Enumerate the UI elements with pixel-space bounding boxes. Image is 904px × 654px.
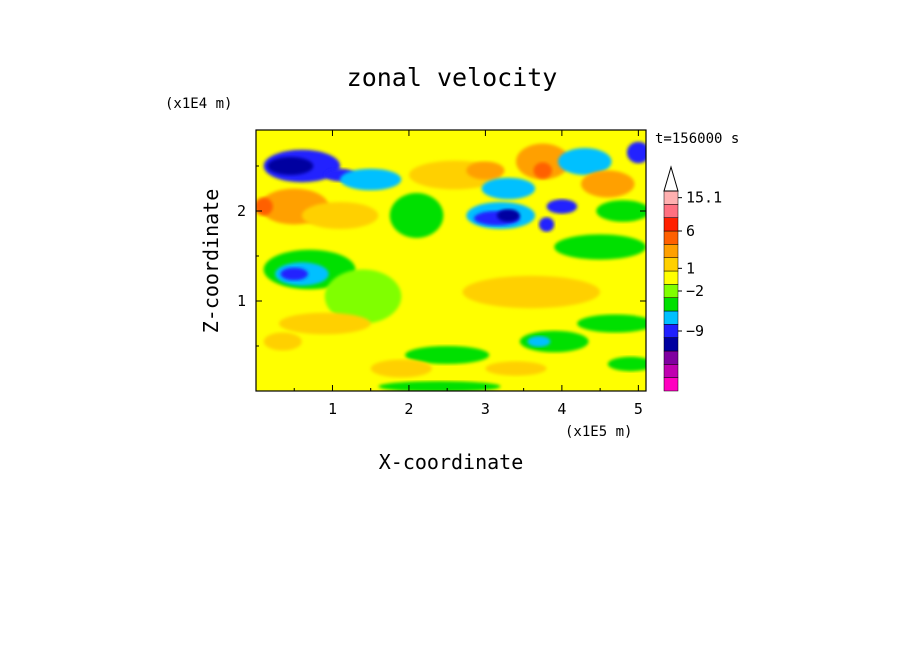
contour-region bbox=[607, 356, 646, 372]
y-tick-label: 2 bbox=[237, 202, 246, 220]
y-tick-label: 1 bbox=[237, 292, 246, 310]
colorbar-swatch bbox=[663, 377, 679, 392]
contour-region bbox=[340, 168, 402, 191]
colorbar-swatch bbox=[663, 217, 679, 232]
colorbar-swatch bbox=[663, 350, 679, 365]
contour-region bbox=[519, 330, 589, 353]
x-tick-label: 4 bbox=[557, 400, 566, 418]
contour-region bbox=[577, 314, 646, 333]
colorbar-swatch bbox=[663, 244, 679, 258]
contour-region bbox=[516, 143, 570, 180]
colorbar-swatch bbox=[663, 310, 679, 325]
colorbar-extend-arrow bbox=[663, 165, 679, 192]
contour-region bbox=[389, 193, 444, 238]
contour-region bbox=[462, 275, 601, 309]
contour-region bbox=[256, 197, 273, 216]
colorbar-swatch bbox=[663, 230, 679, 245]
y-axis-label: Z-coordinate bbox=[199, 189, 223, 334]
contour-region bbox=[554, 234, 646, 260]
contour-region bbox=[626, 141, 646, 164]
y-multiplier-label: (x1E4 m) bbox=[165, 96, 232, 112]
x-multiplier-label: (x1E5 m) bbox=[565, 424, 632, 440]
chart-title: zonal velocity bbox=[347, 63, 558, 92]
contour-region bbox=[301, 202, 379, 229]
contour-region bbox=[485, 361, 547, 376]
colorbar-swatch bbox=[663, 190, 679, 205]
contour-region bbox=[558, 148, 612, 175]
colorbar-swatch bbox=[663, 324, 679, 338]
colorbar-swatch bbox=[663, 257, 679, 272]
colorbar-label: 6 bbox=[686, 222, 695, 240]
plot-area: 1 2 3 4 5 1 2 bbox=[237, 129, 647, 418]
colorbar-swatch bbox=[663, 337, 679, 352]
x-tick-label: 1 bbox=[328, 400, 337, 418]
axis-ticks: 1 2 3 4 5 1 2 bbox=[237, 130, 646, 418]
colorbar-swatch bbox=[663, 364, 679, 378]
x-tick-label: 3 bbox=[481, 400, 490, 418]
colorbar-swatch bbox=[663, 297, 679, 312]
contour-region bbox=[581, 170, 635, 198]
contour-region bbox=[324, 269, 402, 324]
time-label: t=156000 s bbox=[655, 131, 739, 147]
contour-region bbox=[481, 177, 536, 200]
x-tick-label: 5 bbox=[634, 400, 643, 418]
contour-region bbox=[496, 209, 520, 222]
x-tick-label: 2 bbox=[404, 400, 413, 418]
plot-frame bbox=[255, 129, 647, 392]
colorbar-label: 1 bbox=[686, 259, 695, 277]
contour-region bbox=[527, 336, 551, 347]
colorbar-label: 15.1 bbox=[686, 189, 722, 207]
contour-region bbox=[596, 200, 646, 222]
contour-region bbox=[263, 332, 302, 351]
contour-region bbox=[533, 162, 552, 179]
contour-region bbox=[278, 312, 371, 335]
contour-region bbox=[546, 199, 578, 214]
contour-region bbox=[280, 267, 308, 281]
contour-region bbox=[538, 217, 555, 232]
colorbar-swatch bbox=[663, 204, 679, 218]
x-axis-label: X-coordinate bbox=[379, 450, 524, 474]
contour-region bbox=[405, 346, 490, 364]
colorbar-swatch bbox=[663, 270, 679, 285]
colorbar: 15.1 6 1 −2 −9 bbox=[663, 165, 722, 392]
contour-region bbox=[378, 381, 501, 391]
colorbar-swatch bbox=[663, 284, 679, 298]
contour-region bbox=[401, 239, 509, 273]
colorbar-label: −2 bbox=[686, 282, 704, 300]
colorbar-label: −9 bbox=[686, 322, 704, 340]
contour-region bbox=[466, 161, 505, 180]
contour-region bbox=[267, 157, 314, 175]
contour-region bbox=[370, 359, 432, 378]
